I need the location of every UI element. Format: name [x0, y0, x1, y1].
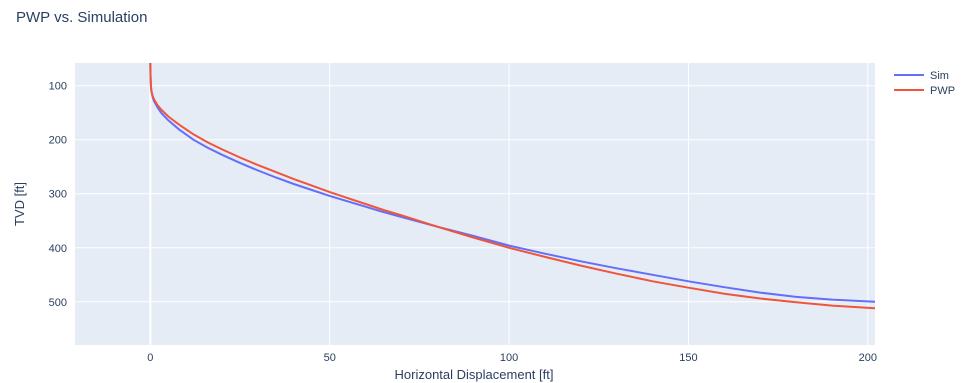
plot-background	[75, 63, 875, 345]
x-tick-label: 100	[500, 352, 518, 364]
chart-title: PWP vs. Simulation	[16, 9, 147, 26]
y-axis-title: TVD [ft]	[12, 182, 27, 226]
x-tick-label: 150	[679, 352, 697, 364]
legend[interactable]: Sim PWP	[894, 70, 955, 97]
x-tick-label: 0	[147, 352, 153, 364]
y-tick-label: 100	[49, 81, 67, 93]
x-tick-labels: 0 50 100 150 200	[147, 352, 877, 364]
series-line-pwp	[149, 63, 875, 310]
x-axis-title: Horizontal Displacement [ft]	[395, 367, 554, 382]
plot-area	[149, 63, 875, 310]
x-tick-label: 200	[859, 352, 877, 364]
y-tick-label: 300	[49, 189, 67, 201]
y-tick-labels: 100 200 300 400 500	[49, 81, 67, 309]
x-tick-label: 50	[324, 352, 336, 364]
legend-label: PWP	[930, 85, 955, 97]
legend-item-sim[interactable]: Sim	[894, 70, 949, 82]
legend-label: Sim	[930, 70, 949, 82]
y-tick-label: 500	[49, 297, 67, 309]
gridlines	[75, 63, 875, 345]
y-tick-label: 200	[49, 135, 67, 147]
y-tick-label: 400	[49, 243, 67, 255]
legend-item-pwp[interactable]: PWP	[894, 85, 955, 97]
series-line-sim	[149, 63, 875, 303]
